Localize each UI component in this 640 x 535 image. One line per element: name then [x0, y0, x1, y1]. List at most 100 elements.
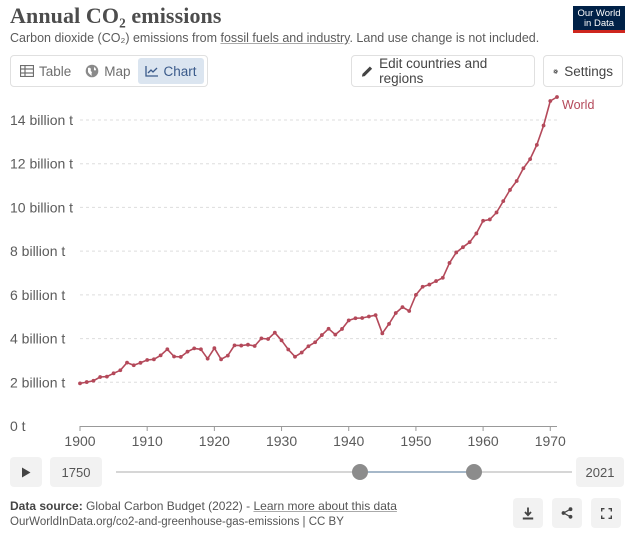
view-tabs: Table Map Chart	[10, 55, 208, 87]
data-point	[78, 381, 82, 386]
settings-label: Settings	[564, 63, 613, 79]
data-point	[131, 363, 136, 368]
data-point	[353, 316, 358, 321]
data-point	[447, 261, 452, 265]
logo-line-2: in Data	[583, 18, 615, 29]
data-point	[212, 346, 217, 351]
tab-table-label: Table	[39, 63, 72, 79]
download-icon	[522, 507, 534, 519]
settings-button[interactable]: Settings	[543, 55, 623, 87]
fossil-fuels-link[interactable]: fossil fuels and industry	[220, 31, 350, 45]
data-point	[104, 374, 109, 379]
data-point	[84, 380, 89, 384]
fullscreen-icon	[600, 507, 612, 519]
data-point	[239, 343, 244, 348]
data-point	[366, 314, 371, 319]
tab-table[interactable]: Table	[13, 58, 78, 84]
data-point	[514, 179, 519, 183]
timeline-start-handle[interactable]	[352, 464, 368, 480]
source-text: Global Carbon Budget (2022) -	[82, 499, 254, 513]
data-point	[555, 95, 559, 99]
data-point	[313, 340, 318, 345]
subtitle-text-end: . Land use change is not included.	[349, 31, 540, 45]
chart-title: Annual CO₂ emissions	[10, 3, 222, 28]
series-label-world: World	[562, 98, 594, 112]
x-tick-label: 1920	[199, 433, 230, 449]
data-point	[541, 123, 546, 128]
data-point	[172, 354, 176, 359]
data-source: Data source: Global Carbon Budget (2022)…	[10, 499, 397, 513]
tab-map[interactable]: Map	[78, 58, 137, 84]
data-point	[118, 368, 123, 373]
share-button[interactable]	[552, 498, 582, 528]
timeline-end-handle[interactable]	[466, 464, 482, 480]
y-tick-label: 2 billion t	[10, 374, 65, 390]
data-point	[252, 344, 257, 348]
data-point	[481, 218, 485, 223]
timeline-track[interactable]	[116, 471, 572, 473]
data-point	[420, 284, 425, 289]
data-point	[185, 349, 190, 354]
edit-countries-button[interactable]: Edit countries and regions	[351, 55, 535, 87]
source-label: Data source:	[10, 499, 83, 513]
y-tick-label: 10 billion t	[10, 199, 73, 215]
data-point	[225, 353, 230, 358]
data-point	[487, 217, 492, 222]
data-point	[414, 292, 418, 297]
data-point	[521, 166, 526, 171]
data-point	[158, 353, 163, 358]
source-url: OurWorldInData.org/co2-and-greenhouse-ga…	[10, 516, 344, 528]
y-tick-label: 6 billion t	[10, 287, 65, 303]
data-point	[508, 188, 512, 192]
owid-logo[interactable]: Our World in Data	[573, 6, 625, 33]
data-point	[340, 327, 344, 331]
data-point	[387, 322, 391, 326]
series-line-world	[79, 96, 558, 385]
y-tick-label: 8 billion t	[10, 243, 65, 259]
data-point	[346, 318, 351, 323]
y-tick-label: 4 billion t	[10, 331, 65, 347]
data-point	[548, 99, 553, 103]
y-tick-label: 0 t	[10, 418, 26, 434]
data-point	[333, 332, 338, 337]
data-point	[360, 316, 365, 320]
play-button[interactable]	[10, 457, 42, 487]
data-point	[205, 356, 210, 361]
data-point	[178, 355, 183, 359]
data-point	[393, 311, 398, 315]
share-icon	[561, 507, 573, 519]
data-point	[440, 275, 445, 280]
y-tick-label: 14 billion t	[10, 112, 73, 128]
globe-icon	[85, 64, 99, 78]
data-point	[125, 360, 129, 365]
subtitle-text: Carbon dioxide (CO₂) emissions from	[10, 31, 221, 45]
data-point	[407, 309, 412, 313]
x-tick-label: 1960	[468, 433, 499, 449]
data-point	[272, 330, 277, 335]
data-point	[98, 375, 103, 379]
data-point	[145, 358, 150, 362]
x-tick-label: 1900	[64, 433, 95, 449]
data-point	[192, 346, 197, 351]
data-point	[293, 354, 297, 359]
data-point	[427, 282, 432, 287]
data-point	[501, 199, 506, 203]
learn-more-link[interactable]: Learn more about this data	[253, 499, 397, 513]
tab-map-label: Map	[104, 63, 131, 79]
timeline-end-year: 2021	[576, 457, 624, 487]
data-point	[165, 347, 170, 352]
data-point	[319, 333, 324, 337]
data-point	[266, 337, 271, 341]
data-point	[400, 305, 405, 309]
fullscreen-button[interactable]	[591, 498, 621, 528]
data-point	[111, 371, 116, 376]
data-point	[286, 347, 291, 352]
download-button[interactable]	[513, 498, 543, 528]
data-point	[434, 279, 438, 283]
data-point	[474, 231, 479, 236]
timeline-selected-range[interactable]	[360, 471, 474, 473]
data-point	[380, 331, 385, 336]
data-point	[279, 338, 284, 343]
data-point	[91, 378, 96, 383]
tab-chart[interactable]: Chart	[137, 58, 204, 84]
